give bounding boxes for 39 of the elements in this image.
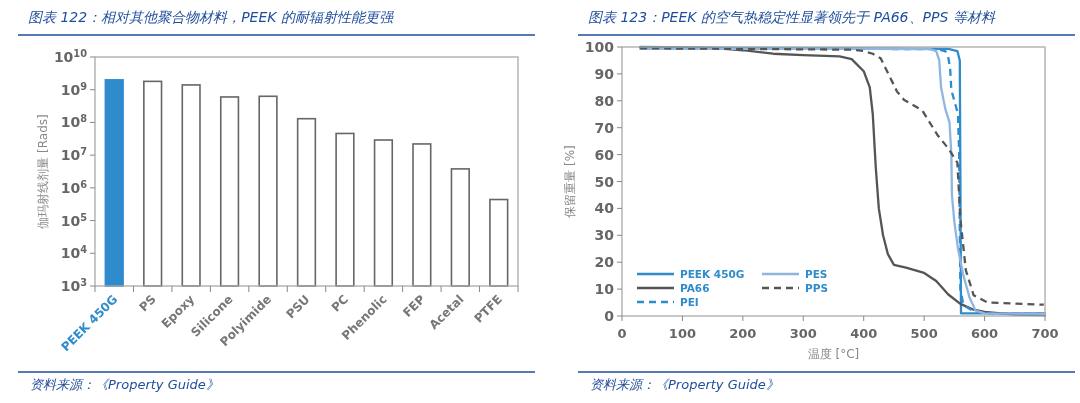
y-tick-label: 100 [584, 39, 615, 55]
y-axis-title: 保留重量 [%] [563, 145, 577, 218]
y-tick-label: 50 [594, 173, 615, 190]
x-tick-label: 600 [971, 326, 999, 341]
y-tick-label: 40 [594, 200, 615, 217]
x-tick-label: 0 [617, 326, 627, 341]
x-tick-label: PS [136, 292, 159, 315]
y-tick-label: 80 [594, 92, 615, 109]
y-tick-label: 30 [594, 227, 615, 244]
y-tick-label: 10$^{9}$ [60, 80, 88, 98]
y-tick-label: 10$^{8}$ [60, 112, 88, 131]
text: 资料来源：《Property Guide》 [590, 377, 779, 392]
x-tick-label: 200 [729, 326, 757, 341]
x-tick-label: 300 [789, 326, 817, 341]
legend-label: PEI [680, 296, 699, 308]
y-tick-label: 10$^{10}$ [53, 47, 88, 65]
x-tick-label: 700 [1031, 326, 1059, 341]
legend-label: PEEK 450G [680, 268, 745, 280]
x-tick-label: 500 [910, 326, 938, 341]
y-tick-label: 60 [594, 146, 615, 163]
y-tick-label: 10$^{5}$ [60, 211, 88, 229]
chart-title: 图表 123：PEEK 的空气热稳定性显著领先于 PA66、PPS 等材料 [588, 9, 996, 25]
y-axis-title: 伽玛射线剂量 [Rads] [36, 114, 50, 229]
legend-label: PA66 [680, 282, 710, 294]
chart-title: 图表 122：相对其他聚合物材料，PEEK 的耐辐射性能更强 [28, 9, 394, 25]
y-tick-label: 10$^{3}$ [60, 276, 88, 294]
y-tick-label: 10 [594, 281, 615, 298]
y-tick-label: 20 [594, 254, 615, 271]
x-tick-label: 100 [668, 326, 696, 341]
legend-label: PPS [805, 282, 828, 294]
y-tick-label: 10$^{7}$ [60, 145, 88, 164]
y-tick-label: 10$^{4}$ [60, 243, 88, 262]
y-tick-label: 70 [594, 119, 615, 136]
y-tick-label: 90 [594, 65, 615, 82]
x-axis-title: 温度 [°C] [807, 347, 860, 361]
legend-label: PES [805, 268, 828, 280]
text: 资料来源：《Property Guide》 [30, 377, 219, 392]
x-tick-label: 400 [850, 326, 878, 341]
y-tick-label: 10$^{6}$ [60, 178, 88, 196]
